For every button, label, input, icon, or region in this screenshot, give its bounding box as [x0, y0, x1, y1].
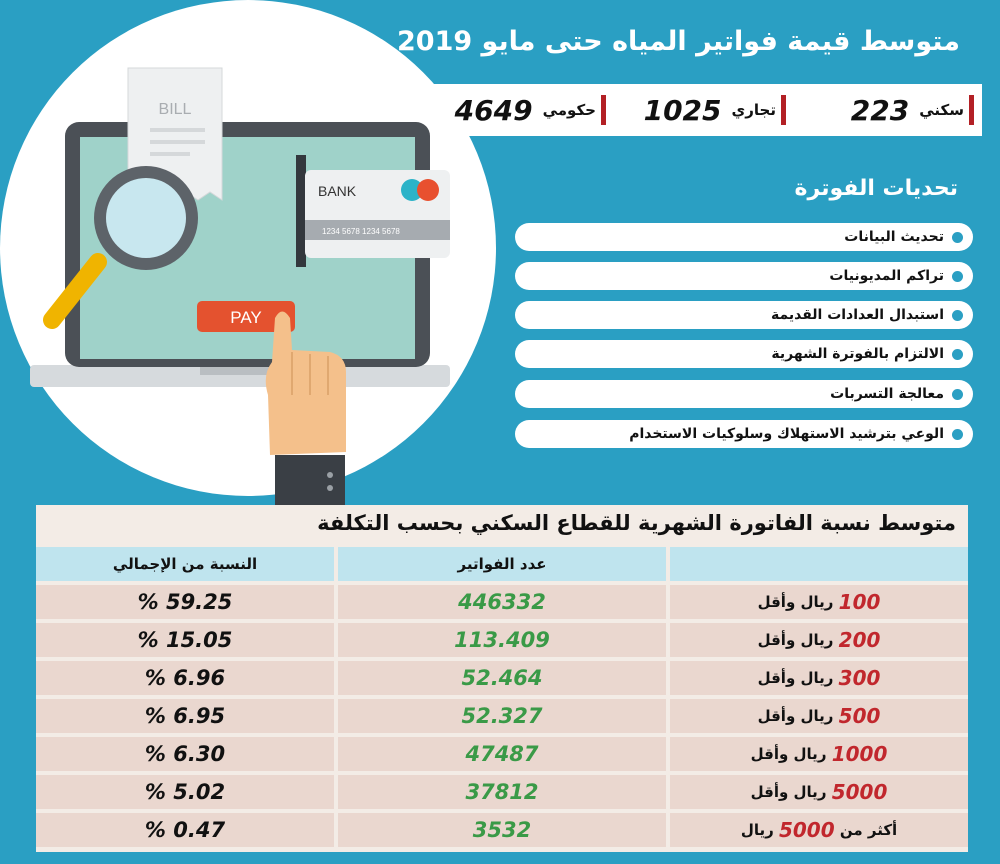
table-row: % 6.30 47487 1000 ريال وأقل	[36, 737, 968, 771]
cell-range: أكثر من 5000 ريال	[670, 813, 968, 847]
challenge-item: استبدال العدادات القديمة	[515, 301, 973, 329]
bullet-icon	[952, 428, 963, 440]
cell-count: 113.409	[338, 623, 666, 657]
cell-count: 52.464	[338, 661, 666, 695]
page-title: متوسط قيمة فواتير المياه حتى مايو 2019	[397, 26, 960, 57]
cell-percent: % 5.02	[36, 775, 334, 809]
table-row: % 0.47 3532 أكثر من 5000 ريال	[36, 813, 968, 847]
stat-label: حكومي	[542, 101, 596, 119]
bill-payment-illustration: BILL BANK 1234 5678 1234 5678 PAY	[30, 67, 450, 510]
challenge-item: الوعي بترشيد الاستهلاك وسلوكيات الاستخدا…	[515, 420, 973, 448]
cell-count: 47487	[338, 737, 666, 771]
bullet-icon	[952, 388, 963, 400]
stats-bar: سكني 223 تجاري 1025 حكومي 4649	[430, 84, 982, 136]
cell-count: 3532	[338, 813, 666, 847]
cell-percent: % 6.95	[36, 699, 334, 733]
table-title: متوسط نسبة الفاتورة الشهرية للقطاع السكن…	[317, 511, 956, 535]
cell-count: 37812	[338, 775, 666, 809]
cell-percent: % 0.47	[36, 813, 334, 847]
cell-percent: % 59.25	[36, 585, 334, 619]
pointing-hand-icon	[265, 311, 346, 510]
stat-label: سكني	[919, 101, 964, 119]
table-row: % 15.05 113.409 200 ريال وأقل	[36, 623, 968, 657]
challenges-title: تحديات الفوترة	[794, 176, 958, 201]
table-row: % 59.25 446332 100 ريال وأقل	[36, 585, 968, 619]
stat-residential: سكني 223	[851, 84, 974, 136]
cell-range: 100 ريال وأقل	[670, 585, 968, 619]
pay-label: PAY	[230, 308, 262, 327]
bank-label: BANK	[318, 183, 357, 199]
bullet-icon	[952, 270, 963, 282]
bullet-icon	[952, 309, 963, 321]
stat-value: 4649	[454, 93, 533, 127]
stat-government: حكومي 4649	[455, 84, 606, 136]
challenge-item: معالجة التسربات	[515, 380, 973, 408]
table-row: % 6.96 52.464 300 ريال وأقل	[36, 661, 968, 695]
cell-percent: % 6.30	[36, 737, 334, 771]
header-range	[670, 547, 968, 581]
bill-label: BILL	[159, 101, 192, 118]
stat-commercial: تجاري 1025	[644, 84, 786, 136]
stat-value: 1025	[643, 93, 722, 127]
challenge-item: الالتزام بالفوترة الشهرية	[515, 340, 973, 368]
billing-table: متوسط نسبة الفاتورة الشهرية للقطاع السكن…	[36, 505, 968, 852]
pay-button: PAY	[197, 301, 295, 332]
cell-percent: % 15.05	[36, 623, 334, 657]
cell-count: 446332	[338, 585, 666, 619]
table-row: % 5.02 37812 5000 ريال وأقل	[36, 775, 968, 809]
challenge-item: تحديث البيانات	[515, 223, 973, 251]
cell-range: 300 ريال وأقل	[670, 661, 968, 695]
cell-range: 500 ريال وأقل	[670, 699, 968, 733]
stat-label: تجاري	[731, 101, 776, 119]
bank-card-icon: BANK 1234 5678 1234 5678	[296, 155, 450, 267]
cell-range: 5000 ريال وأقل	[670, 775, 968, 809]
card-number: 1234 5678 1234 5678	[322, 227, 400, 236]
table-row: % 6.95 52.327 500 ريال وأقل	[36, 699, 968, 733]
bullet-icon	[952, 231, 963, 243]
header-percent: النسبة من الإجمالي	[36, 547, 334, 581]
challenge-item: تراكم المديونيات	[515, 262, 973, 290]
header-count: عدد الفواتير	[338, 547, 666, 581]
magnifier-icon	[43, 166, 198, 329]
bullet-icon	[952, 348, 963, 360]
cell-percent: % 6.96	[36, 661, 334, 695]
cell-range: 1000 ريال وأقل	[670, 737, 968, 771]
cell-range: 200 ريال وأقل	[670, 623, 968, 657]
stat-value: 223	[850, 93, 910, 127]
cell-count: 52.327	[338, 699, 666, 733]
